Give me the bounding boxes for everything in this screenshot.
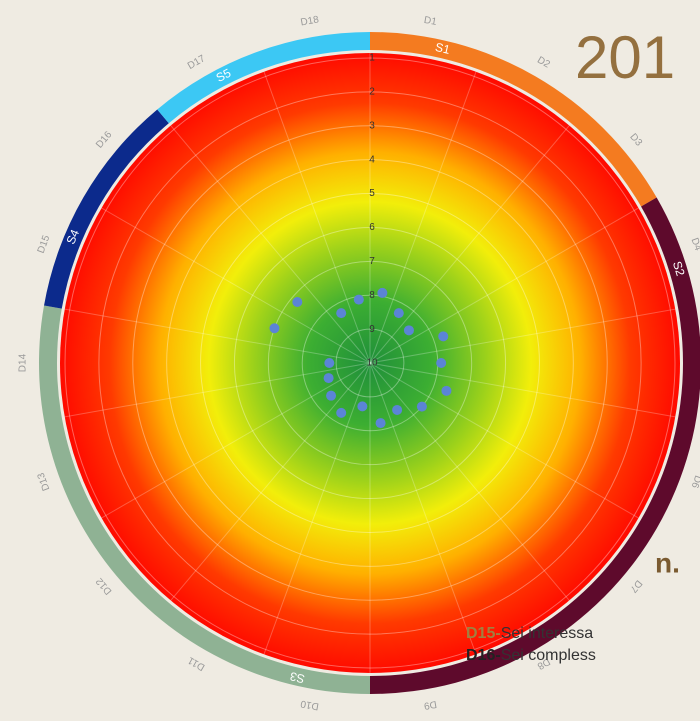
note-text: Sei interessa [501,625,594,642]
section-label: S3 [288,669,306,686]
r-tick-label: 7 [369,256,375,267]
data-point [323,373,334,384]
grid-spoke [369,362,639,519]
data-point [336,308,347,319]
section-arc [370,32,657,207]
category-label: D13 [36,471,53,492]
grid-spoke [170,125,371,364]
grid-spoke [101,207,371,364]
grid-spoke [101,362,371,519]
grid-spoke [64,362,371,418]
grid-spoke [369,71,477,364]
grid-circle [166,159,574,567]
grid-spoke [263,362,371,655]
grid-circle [98,91,642,635]
data-point [324,358,335,368]
category-label: D4 [689,236,700,252]
note: D15-Sei interessa [466,625,593,642]
grid-spoke [369,125,570,364]
data-point [269,323,280,334]
grid-spoke [369,362,477,655]
grid-spoke [369,308,676,364]
section-label: S4 [64,227,83,246]
r-tick-label: 3 [369,120,375,131]
grid-spoke [369,362,570,601]
category-label: D16 [94,129,115,150]
data-point [375,418,386,429]
grid-spoke [170,362,371,601]
category-label: D15 [36,233,53,254]
category-label: D12 [94,575,115,596]
data-point [403,325,414,336]
category-label: D18 [300,14,320,28]
grid-circle [132,125,608,601]
category-label: D10 [299,698,319,712]
section-label: S1 [434,40,452,57]
r-tick-label: 10 [366,358,378,369]
data-point [438,331,449,342]
note-code: D16- [466,647,501,664]
data-point [436,358,447,368]
grid-spoke [369,362,676,418]
grid-circle [200,193,540,533]
section-label: S5 [214,66,234,85]
data-point [393,308,404,319]
r-tick-label: 5 [369,188,375,199]
note-text: Sei compless [501,647,596,664]
section-label: S2 [670,260,688,278]
grid-circle [267,260,473,466]
data-point [441,385,452,396]
r-tick-label: 4 [369,154,375,165]
note-code: D15- [466,625,501,642]
data-point [416,401,427,412]
category-label: D14 [18,353,29,372]
section-arc [44,109,169,309]
data-point [357,401,368,412]
category-label: D9 [423,698,438,711]
category-label: D2 [535,55,552,71]
grid-circle [233,226,507,500]
title: 201 [575,24,675,91]
category-label: D3 [627,132,644,149]
category-label: D7 [627,578,644,595]
r-tick-label: 6 [369,222,375,233]
data-point [377,287,388,298]
r-tick-label: 2 [369,87,375,98]
data-point [392,404,403,415]
grid-circle [335,328,405,398]
data-point [336,407,347,418]
r-tick-label: 9 [369,324,375,335]
section-arc [157,31,370,124]
data-point [326,390,337,401]
r-tick-label: 8 [369,290,375,301]
category-label: D17 [186,53,208,72]
grid-spoke [369,207,639,364]
grid-spoke [64,308,371,364]
data-point [353,294,364,305]
section-arc [370,197,700,694]
category-label: D1 [423,15,438,28]
annotation: n. [655,547,680,578]
data-point [292,297,303,308]
category-label: D6 [688,474,700,490]
category-label: D11 [186,654,207,673]
note: D16-Sei compless [466,647,596,664]
heat-disc [60,53,680,673]
grid-spoke [263,71,371,364]
r-tick-label: 1 [369,53,375,64]
grid-circle [64,57,676,669]
